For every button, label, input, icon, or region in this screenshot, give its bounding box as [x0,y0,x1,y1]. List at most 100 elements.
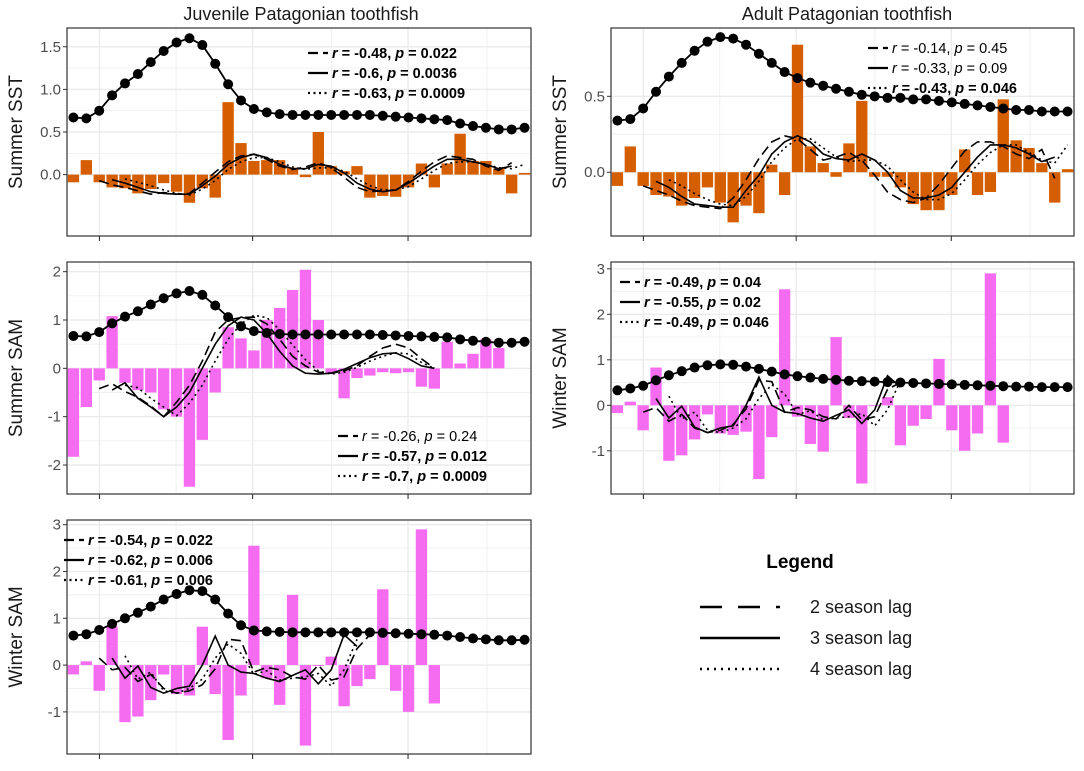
population-point [663,71,674,82]
lag2-line [98,153,513,196]
lag4-line [124,156,525,196]
population-point [171,37,182,48]
population-point [223,79,234,90]
population-point [506,635,517,646]
population-point [1049,106,1060,117]
bar [377,589,389,666]
bar [454,133,466,175]
bar [907,405,919,426]
bar [714,405,726,434]
lag3-line [111,316,435,418]
bar [766,405,778,438]
y-tick-label: 1.5 [40,39,61,56]
population-point [339,627,350,638]
bar [132,368,144,391]
correlation-label: r = -0.49, p = 0.046 [644,315,769,331]
population-point [223,608,234,619]
population-point [120,78,130,89]
population-point [638,380,649,391]
population-point [145,299,156,310]
bar [389,665,402,691]
population-point [352,329,362,340]
population-point [300,109,311,120]
bar [157,174,170,184]
population-point [882,377,893,388]
bar [170,174,183,192]
population-point [831,374,842,385]
population-point [676,57,687,68]
lag2-line [642,134,1056,210]
bar [209,665,221,695]
population-point [210,594,221,605]
bar [791,405,804,417]
bar [817,163,829,173]
bar [325,166,337,175]
population-point [455,632,466,642]
bar [997,99,1009,173]
correlation-label: r = -0.26, p = 0.24 [362,429,477,445]
population-point [998,381,1009,392]
population-point [715,359,726,370]
bar [351,166,363,175]
bar [325,656,337,666]
bar [624,146,636,173]
population-point [1062,106,1073,117]
bar [856,405,868,484]
y-tick-label: 0.5 [584,88,605,105]
bar [67,368,80,457]
bar [170,665,183,695]
y-tick-label: 1 [53,312,61,329]
population-point [869,376,880,387]
y-tick-label: -1 [48,409,61,426]
y-axis-title: Summer SAM [6,319,27,437]
population-point [416,629,427,640]
bar [727,405,739,435]
population-point [300,627,311,638]
population-point [779,67,790,78]
population-point [1036,382,1047,393]
bar [1049,172,1061,203]
bar [248,545,260,666]
population-point [519,336,530,347]
y-tick-label: 0 [53,360,61,377]
bar [196,368,209,440]
population-point [792,73,803,84]
bar [248,160,260,175]
bar [753,172,765,214]
population-point [972,100,983,111]
correlation-label: r = -0.33, p = 0.09 [892,61,1007,77]
y-tick-label: 0.0 [40,167,61,184]
population-point [352,109,362,120]
bar [299,269,312,369]
population-point [132,607,143,618]
population-point [779,369,790,380]
population-point [442,630,453,641]
bar [1010,140,1022,173]
bar [778,289,791,406]
population-point [184,33,195,44]
population-point [81,331,92,342]
population-point [663,370,674,381]
population-point [236,321,246,332]
population-point [1023,381,1034,392]
bar [843,143,855,173]
correlation-label: r = -0.62, p = 0.006 [88,553,213,569]
bar [145,368,157,393]
bar [830,172,842,177]
panel-border [66,27,532,237]
y-tick-label: 1.0 [40,81,61,98]
bar [389,368,402,374]
panel-juvenile-summer-sst: 0.0 0.5 1.0 1.5 Summer SST r = -0.48, p = 0.0… [6,27,532,241]
y-tick-label: -1 [48,704,61,721]
bar [222,102,234,175]
bar [740,172,752,206]
population-point [313,329,324,340]
bar [493,348,505,369]
population-point [480,336,491,347]
population-point [145,601,156,612]
panel-adult-winter-sam: -1 0 1 2 3 Winter SAM r = -0.49, p = 0.04 r = -… [550,261,1075,499]
y-tick-label: 0.0 [584,164,605,181]
population-point [818,80,829,91]
bar [894,405,907,446]
bar [93,174,105,183]
